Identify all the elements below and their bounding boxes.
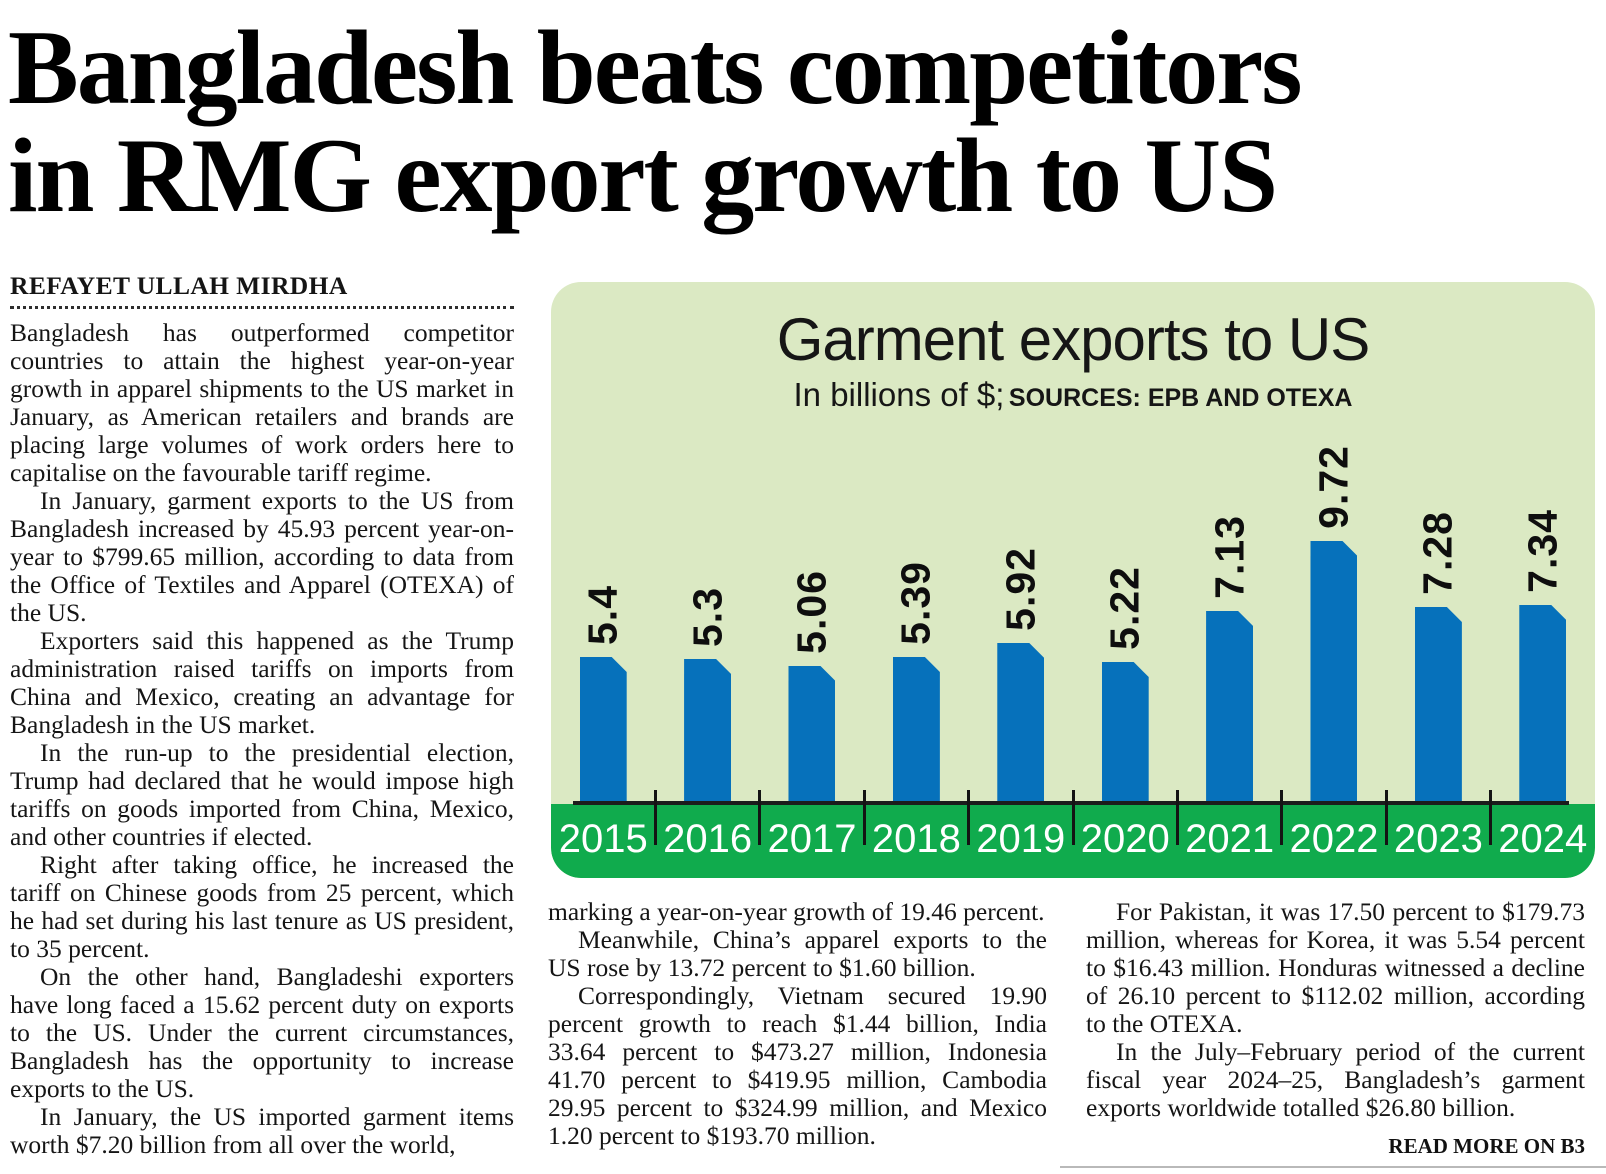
- byline: REFAYET ULLAH MIRDHA: [10, 272, 348, 300]
- bar-value-label: 9.72: [1310, 445, 1357, 529]
- article-paragraph: In January, garment exports to the US fr…: [10, 486, 514, 627]
- year-label: 2020: [1080, 817, 1170, 861]
- chart-subtitle-row: In billions of $; SOURCES: EPB AND OTEXA: [551, 376, 1595, 414]
- bar-value-label: 5.4: [579, 585, 626, 645]
- bar-value-label: 5.22: [1101, 566, 1148, 650]
- bar-2016: [684, 659, 731, 801]
- year-label: 2016: [663, 817, 753, 861]
- year-label: 2019: [976, 817, 1066, 861]
- axis-tick: [1280, 790, 1284, 845]
- year-label: 2018: [871, 817, 961, 861]
- column-2-text: marking a year-on-year growth of 19.46 p…: [548, 898, 1047, 1150]
- chart-slot-2017: 5.06 2017: [758, 282, 864, 878]
- year-label: 2017: [767, 817, 857, 861]
- article-paragraph: In the run-up to the presidential electi…: [10, 738, 514, 851]
- article-paragraph: Right after taking office, he increased …: [10, 850, 514, 963]
- year-label: 2023: [1393, 817, 1483, 861]
- article-paragraph: Meanwhile, China’s apparel exports to th…: [548, 925, 1047, 982]
- bar-value-label: 5.06: [788, 570, 835, 654]
- axis-tick: [1175, 790, 1179, 845]
- chart-slot-2021: 7.13 2021: [1175, 282, 1281, 878]
- article-paragraph: Exporters said this happened as the Trum…: [10, 626, 514, 739]
- bar-2023: [1415, 607, 1462, 801]
- article-paragraph: Bangladesh has outperformed competitor c…: [10, 318, 514, 487]
- chart-slot-2015: 5.4 2015: [551, 282, 655, 878]
- bar-2020: [1102, 662, 1149, 801]
- axis-tick: [862, 790, 866, 845]
- article-paragraph: For Pakistan, it was 17.50 percent to $1…: [1086, 898, 1585, 1038]
- article-paragraph: On the other hand, Bangladeshi exporters…: [10, 962, 514, 1103]
- article-paragraph: marking a year-on-year growth of 19.46 p…: [548, 898, 1045, 926]
- garment-exports-chart: Garment exports to US In billions of $; …: [551, 282, 1595, 878]
- column-3-text: For Pakistan, it was 17.50 percent to $1…: [1086, 898, 1585, 1122]
- chart-slot-2019: 5.92 2019: [967, 282, 1073, 878]
- chart-slot-2023: 7.28 2023: [1384, 282, 1490, 878]
- chart-slot-2020: 5.22 2020: [1071, 282, 1177, 878]
- article-column-2: marking a year-on-year growth of 19.46 p…: [548, 898, 1047, 1174]
- axis-tick: [1489, 790, 1493, 845]
- chart-plot: 5.4 2015 5.3 2016 5.06 2017 5.39 2018 5.92 2019 5.…: [551, 282, 1595, 878]
- chart-title: Garment exports to US: [776, 306, 1371, 373]
- bar-2017: [788, 666, 835, 801]
- year-label: 2024: [1498, 817, 1588, 861]
- chart-slot-2024: 7.34 2024: [1489, 282, 1595, 878]
- chart-slot-2016: 5.3 2016: [653, 282, 759, 878]
- axis-tick: [1071, 790, 1075, 845]
- bar-2018: [893, 657, 940, 801]
- read-more-note: READ MORE ON B3: [1388, 1134, 1585, 1158]
- year-label: 2022: [1289, 817, 1379, 861]
- chart-slot-2022: 9.72 2022: [1280, 282, 1386, 878]
- bar-value-label: 7.28: [1414, 511, 1461, 595]
- column-1-text: Bangladesh has outperformed competitor c…: [10, 319, 514, 1159]
- chart-source: SOURCES: EPB AND OTEXA: [1008, 384, 1353, 412]
- bar-value-label: 7.34: [1519, 509, 1566, 593]
- article-column-1: REFAYET ULLAH MIRDHA Bangladesh has outp…: [10, 272, 514, 1174]
- axis-tick: [758, 790, 762, 845]
- article-paragraph: In the July–February period of the curre…: [1086, 1037, 1585, 1122]
- bar-value-label: 5.3: [684, 587, 731, 647]
- chart-axis-line: [573, 801, 1569, 805]
- headline-line-1: Bangladesh beats competitors: [8, 9, 1303, 126]
- axis-tick: [967, 790, 971, 845]
- bar-value-label: 5.92: [997, 547, 1044, 631]
- bar-2022: [1310, 541, 1357, 801]
- bar-2015: [580, 657, 627, 801]
- headline-line-2: in RMG export growth to US: [8, 117, 1278, 234]
- article-headline: Bangladesh beats competitors in RMG expo…: [8, 14, 1600, 230]
- axis-tick: [1384, 790, 1388, 845]
- article-paragraph: Correspondingly, Vietnam secured 19.90 p…: [548, 981, 1047, 1150]
- bar-2024: [1519, 605, 1566, 801]
- bar-value-label: 7.13: [1206, 515, 1253, 599]
- bar-2021: [1206, 611, 1253, 801]
- bar-2019: [997, 643, 1044, 801]
- year-label: 2021: [1185, 817, 1275, 861]
- article-column-3: For Pakistan, it was 17.50 percent to $1…: [1086, 898, 1585, 1174]
- article-paragraph: In January, the US imported garment item…: [10, 1102, 514, 1159]
- bar-value-label: 5.39: [892, 561, 939, 645]
- chart-slot-2018: 5.39 2018: [862, 282, 968, 878]
- bottom-divider: [1060, 1166, 1606, 1168]
- byline-divider: [10, 306, 514, 309]
- chart-subtitle: In billions of $;: [793, 376, 1005, 413]
- year-label: 2015: [558, 817, 648, 861]
- axis-tick: [653, 790, 657, 845]
